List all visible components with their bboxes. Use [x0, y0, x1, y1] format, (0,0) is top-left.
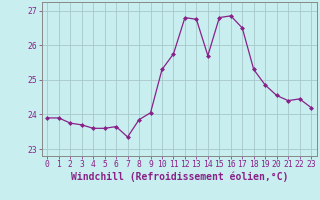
X-axis label: Windchill (Refroidissement éolien,°C): Windchill (Refroidissement éolien,°C)	[70, 172, 288, 182]
